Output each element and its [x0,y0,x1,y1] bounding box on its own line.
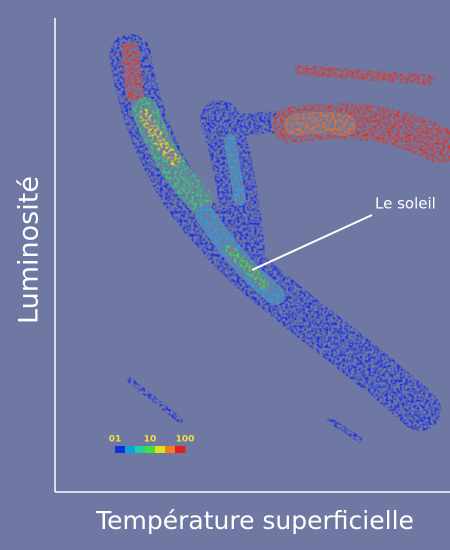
colorbar-segment [155,446,166,453]
colorbar-segment [135,446,146,453]
colorbar-segment [115,446,126,453]
colorbar-segment [165,446,176,453]
annotation-line [251,214,373,271]
colorbar-tick-label: 100 [176,435,195,445]
annotation: Le soleil [375,195,436,213]
colorbar-tick-label: 01 [109,435,122,445]
colorbar-tick-label: 10 [144,435,157,445]
star-cloud [109,34,450,443]
colorbar-segment [175,446,186,453]
colorbar-segment [145,446,156,453]
x-axis-label: Température superficielle [95,506,414,535]
y-axis-label: Luminosité [14,176,45,324]
colorbar-segment [125,446,136,453]
